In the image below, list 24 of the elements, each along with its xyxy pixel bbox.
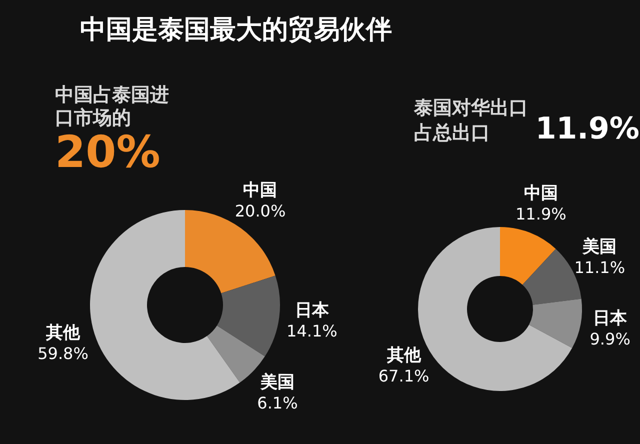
data-label: 20.0% [234, 201, 286, 220]
text: 20% [55, 126, 160, 178]
slice-label: 美国 [582, 236, 617, 257]
slice-label: 中国 [243, 180, 278, 200]
chart-title: 中国占泰国进口市场的 [55, 84, 169, 129]
donut-slice [529, 298, 582, 348]
slice-label: 美国 [259, 372, 294, 392]
slice-label: 其他 [45, 322, 82, 343]
donut-slice [500, 227, 556, 285]
data-label: 14.1% [286, 321, 338, 340]
text: 11.9% [535, 111, 640, 146]
data-label: 11.9% [515, 204, 566, 224]
chart-title: 泰国对华出口占总出口 [413, 97, 528, 144]
slice-label: 中国 [524, 184, 558, 204]
data-label: 11.1% [574, 258, 626, 277]
data-label: 59.8% [38, 344, 88, 363]
data-label: 6.1% [257, 394, 298, 412]
slice-label: 日本 [294, 300, 330, 320]
donut-slice [216, 276, 280, 356]
slice-label: 其他 [386, 345, 422, 366]
data-label: 67.1% [378, 366, 430, 386]
data-label: 9.9% [590, 330, 630, 349]
slice-label: 日本 [593, 308, 628, 329]
text: 中国是泰国最大的贸易伙伴 [80, 15, 392, 45]
